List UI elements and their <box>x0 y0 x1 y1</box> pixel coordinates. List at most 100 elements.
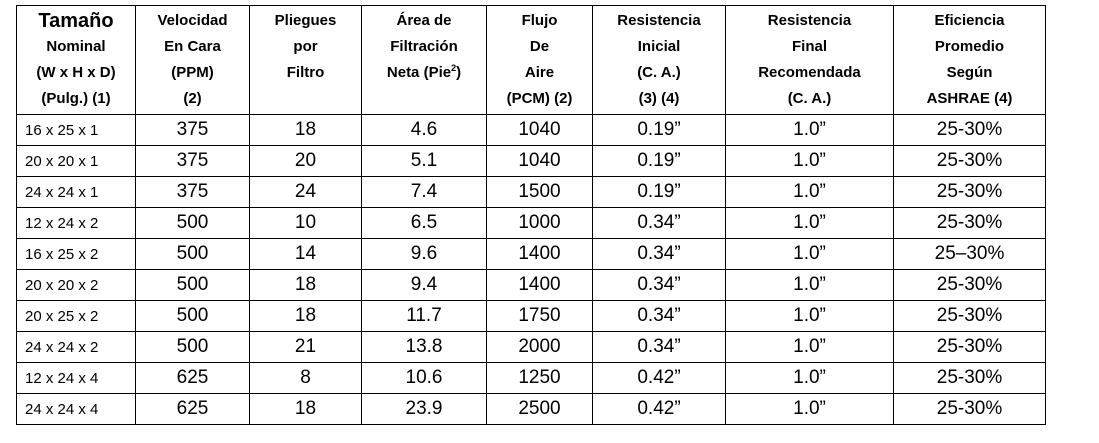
header-final-resistance: Resistencia Final Recomendada (C. A.) <box>725 5 894 115</box>
cell-area: 4.6 <box>361 114 487 146</box>
cell-air-flow: 2000 <box>486 331 593 363</box>
cell-face-velocity: 500 <box>135 238 250 270</box>
cell-final-resistance: 1.0” <box>725 300 894 332</box>
header-line: Inicial <box>637 38 681 55</box>
header-line: Filtración <box>390 38 458 55</box>
cell-initial-resistance: 0.19” <box>592 114 726 146</box>
table-row: 20 x 20 x 1 375 20 5.1 1040 0.19” 1.0” 2… <box>16 145 1046 177</box>
cell-size: 16 x 25 x 2 <box>16 238 136 270</box>
cell-final-resistance: 1.0” <box>725 331 894 363</box>
cell-efficiency: 25-30% <box>893 145 1046 177</box>
cell-size: 24 x 24 x 4 <box>16 393 136 425</box>
cell-face-velocity: 500 <box>135 300 250 332</box>
cell-efficiency: 25-30% <box>893 269 1046 301</box>
superscript: 2 <box>451 63 457 73</box>
header-text: Neta (Pie <box>386 64 452 81</box>
table-row: 16 x 25 x 1 375 18 4.6 1040 0.19” 1.0” 2… <box>16 114 1046 146</box>
header-line: (C. A.) <box>637 64 681 81</box>
cell-pleats: 18 <box>249 114 362 146</box>
cell-pleats: 8 <box>249 362 362 394</box>
header-line: Final <box>791 38 827 55</box>
cell-area: 7.4 <box>361 176 487 208</box>
header-line: Resistencia <box>617 12 701 29</box>
header-line: Pliegues <box>274 12 337 29</box>
header-pleats: Pliegues por Filtro <box>249 5 362 115</box>
cell-face-velocity: 375 <box>135 114 250 146</box>
table-row: 24 x 24 x 2 500 21 13.8 2000 0.34” 1.0” … <box>16 331 1046 363</box>
header-line <box>362 86 486 112</box>
cell-face-velocity: 625 <box>135 362 250 394</box>
header-line: Recomendada <box>758 64 861 81</box>
cell-pleats: 10 <box>249 207 362 239</box>
header-line: Área de <box>396 12 452 29</box>
table-row: 12 x 24 x 4 625 8 10.6 1250 0.42” 1.0” 2… <box>16 362 1046 394</box>
header-line: (3) (4) <box>638 90 680 107</box>
cell-face-velocity: 375 <box>135 145 250 177</box>
table-row: 12 x 24 x 2 500 10 6.5 1000 0.34” 1.0” 2… <box>16 207 1046 239</box>
cell-size: 12 x 24 x 4 <box>16 362 136 394</box>
cell-pleats: 20 <box>249 145 362 177</box>
header-filtration-area: Área de Filtración Neta (Pie2) <box>361 5 487 115</box>
cell-initial-resistance: 0.34” <box>592 207 726 239</box>
header-line: Resistencia <box>767 12 852 29</box>
cell-face-velocity: 500 <box>135 207 250 239</box>
table-row: 24 x 24 x 4 625 18 23.9 2500 0.42” 1.0” … <box>16 393 1046 425</box>
cell-initial-resistance: 0.34” <box>592 331 726 363</box>
cell-initial-resistance: 0.34” <box>592 269 726 301</box>
header-air-flow: Flujo De Aire (PCM) (2) <box>486 5 593 115</box>
cell-pleats: 21 <box>249 331 362 363</box>
cell-final-resistance: 1.0” <box>725 393 894 425</box>
header-line: Neta (Pie2) <box>362 60 486 86</box>
header-line: Según <box>946 64 993 81</box>
header-line: En Cara <box>164 38 221 55</box>
cell-final-resistance: 1.0” <box>725 269 894 301</box>
cell-area: 23.9 <box>361 393 487 425</box>
header-line: (Pulg.) (1) <box>41 90 111 107</box>
cell-face-velocity: 625 <box>135 393 250 425</box>
cell-air-flow: 1040 <box>486 145 593 177</box>
cell-pleats: 18 <box>249 269 362 301</box>
cell-final-resistance: 1.0” <box>725 362 894 394</box>
table-header: Tamaño Nominal (W x H x D) (Pulg.) (1) V… <box>16 5 1046 115</box>
cell-area: 11.7 <box>361 300 487 332</box>
header-line <box>250 86 361 112</box>
cell-initial-resistance: 0.42” <box>592 393 726 425</box>
cell-efficiency: 25-30% <box>893 331 1046 363</box>
header-nominal-size: Tamaño Nominal (W x H x D) (Pulg.) (1) <box>16 5 136 115</box>
cell-air-flow: 1750 <box>486 300 593 332</box>
cell-efficiency: 25-30% <box>893 114 1046 146</box>
header-row: Tamaño Nominal (W x H x D) (Pulg.) (1) V… <box>16 5 1046 115</box>
table-row: 16 x 25 x 2 500 14 9.6 1400 0.34” 1.0” 2… <box>16 238 1046 270</box>
cell-size: 20 x 25 x 2 <box>16 300 136 332</box>
cell-pleats: 24 <box>249 176 362 208</box>
cell-area: 5.1 <box>361 145 487 177</box>
cell-air-flow: 1000 <box>486 207 593 239</box>
cell-size: 12 x 24 x 2 <box>16 207 136 239</box>
cell-efficiency: 25-30% <box>893 362 1046 394</box>
cell-size: 20 x 20 x 2 <box>16 269 136 301</box>
cell-size: 16 x 25 x 1 <box>16 114 136 146</box>
cell-area: 9.4 <box>361 269 487 301</box>
cell-face-velocity: 500 <box>135 269 250 301</box>
cell-area: 10.6 <box>361 362 487 394</box>
header-line: Aire <box>524 64 555 81</box>
cell-pleats: 14 <box>249 238 362 270</box>
cell-efficiency: 25-30% <box>893 176 1046 208</box>
cell-air-flow: 1040 <box>486 114 593 146</box>
cell-initial-resistance: 0.34” <box>592 238 726 270</box>
cell-area: 9.6 <box>361 238 487 270</box>
header-line: (PCM) (2) <box>506 90 573 107</box>
cell-face-velocity: 375 <box>135 176 250 208</box>
cell-efficiency: 25-30% <box>893 207 1046 239</box>
table-body: 16 x 25 x 1 375 18 4.6 1040 0.19” 1.0” 2… <box>16 114 1046 425</box>
cell-size: 20 x 20 x 1 <box>16 145 136 177</box>
cell-final-resistance: 1.0” <box>725 238 894 270</box>
header-text: ) <box>456 64 462 81</box>
cell-air-flow: 1250 <box>486 362 593 394</box>
cell-air-flow: 1400 <box>486 238 593 270</box>
cell-size: 24 x 24 x 2 <box>16 331 136 363</box>
cell-efficiency: 25-30% <box>893 300 1046 332</box>
cell-initial-resistance: 0.19” <box>592 176 726 208</box>
table-wrapper: Tamaño Nominal (W x H x D) (Pulg.) (1) V… <box>16 5 1046 425</box>
cell-air-flow: 2500 <box>486 393 593 425</box>
